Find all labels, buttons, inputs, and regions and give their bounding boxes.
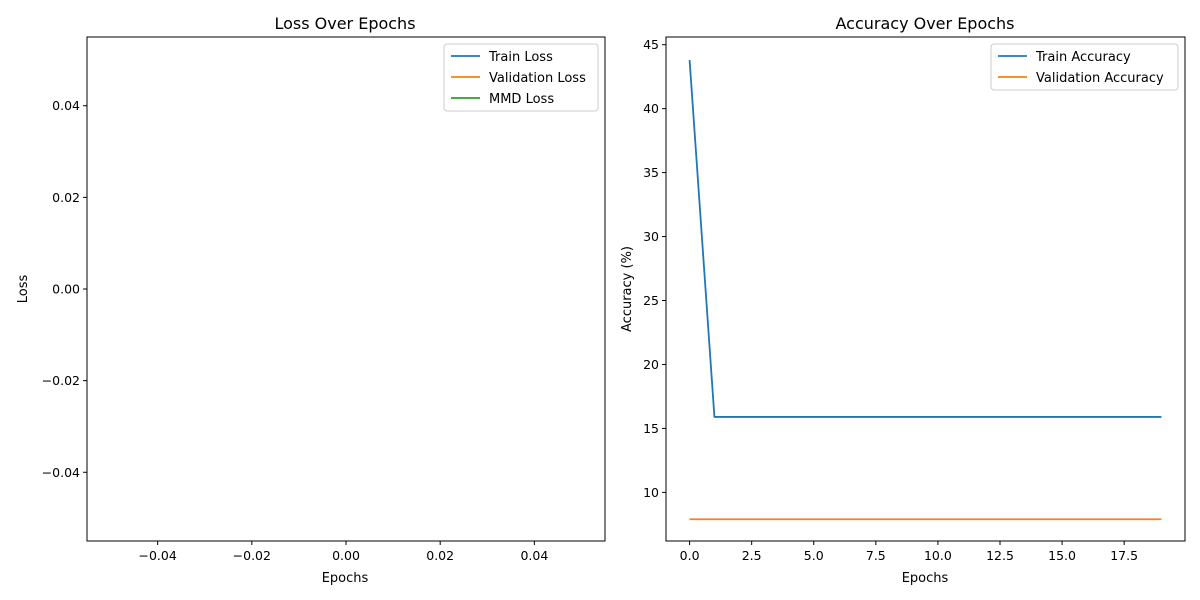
accuracy-legend-box (990, 43, 1179, 91)
accuracy-y-tick-label: 35 (643, 165, 659, 180)
loss-x-tick-label: 0.02 (426, 548, 454, 563)
accuracy-y-tick-label: 10 (643, 485, 659, 500)
accuracy-y-tick-label: 20 (643, 357, 659, 372)
loss-y-tick-label: −0.04 (42, 465, 80, 480)
accuracy-x-tick-label: 12.5 (986, 548, 1014, 563)
accuracy-y-tick-label: 15 (643, 421, 659, 436)
accuracy-x-tick-label: 15.0 (1048, 548, 1076, 563)
accuracy-legend: Train Accuracy Validation Accuracy (990, 43, 1179, 91)
accuracy-y-axis-label: Accuracy (%) (620, 246, 635, 332)
accuracy-plot-area (665, 36, 1186, 542)
loss-x-tick-label: −0.04 (138, 548, 176, 563)
loss-legend-box (443, 43, 599, 112)
accuracy-x-tick-label: 17.5 (1110, 548, 1138, 563)
accuracy-x-axis-label: Epochs (902, 571, 949, 586)
legend-label-train-loss: Train Loss (488, 50, 553, 65)
accuracy-y-tick-label: 40 (643, 101, 659, 116)
loss-x-axis-label: Epochs (322, 571, 369, 586)
loss-plot-area (86, 36, 606, 542)
loss-y-tick-label: 0.00 (52, 282, 80, 297)
loss-chart-title: Loss Over Epochs (274, 14, 415, 33)
legend-label-mmd-loss: MMD Loss (489, 92, 554, 107)
loss-y-tick-label: 0.02 (52, 190, 80, 205)
accuracy-x-tick-label: 7.5 (866, 548, 886, 563)
loss-x-tick-label: 0.04 (520, 548, 548, 563)
loss-x-tick-label: −0.02 (233, 548, 271, 563)
accuracy-chart-title: Accuracy Over Epochs (835, 14, 1014, 33)
accuracy-x-axis: 0.0 2.5 5.0 7.5 10.0 12.5 15.0 17.5 (680, 541, 1138, 563)
accuracy-x-tick-label: 5.0 (804, 548, 824, 563)
accuracy-y-axis: 10 15 20 25 30 35 40 45 (643, 37, 666, 500)
loss-y-tick-label: 0.04 (52, 98, 80, 113)
accuracy-x-tick-label: 0.0 (680, 548, 700, 563)
legend-label-train-accuracy: Train Accuracy (1035, 50, 1131, 65)
accuracy-x-tick-label: 2.5 (742, 548, 762, 563)
accuracy-series-lines (688, 59, 1162, 521)
accuracy-chart: Accuracy Over Epochs 10 15 20 25 30 35 40 45 0.… (620, 14, 1186, 586)
loss-y-axis-label: Loss (16, 275, 31, 304)
loss-legend: Train Loss Validation Loss MMD Loss (443, 43, 599, 112)
accuracy-y-tick-label: 45 (643, 37, 659, 52)
loss-y-axis: −0.04 −0.02 0.00 0.02 0.04 (42, 98, 87, 480)
loss-x-axis: −0.04 −0.02 0.00 0.02 0.04 (138, 541, 548, 563)
series-line-train-accuracy (688, 59, 1162, 418)
loss-y-tick-label: −0.02 (42, 373, 80, 388)
loss-x-tick-label: 0.00 (332, 548, 360, 563)
loss-chart: Loss Over Epochs −0.04−0.020.000.020.04 … (16, 14, 606, 586)
legend-label-validation-accuracy: Validation Accuracy (1036, 71, 1164, 86)
accuracy-y-tick-label: 30 (643, 229, 659, 244)
legend-label-validation-loss: Validation Loss (489, 71, 586, 86)
accuracy-y-tick-label: 25 (643, 293, 659, 308)
accuracy-x-tick-label: 10.0 (924, 548, 952, 563)
